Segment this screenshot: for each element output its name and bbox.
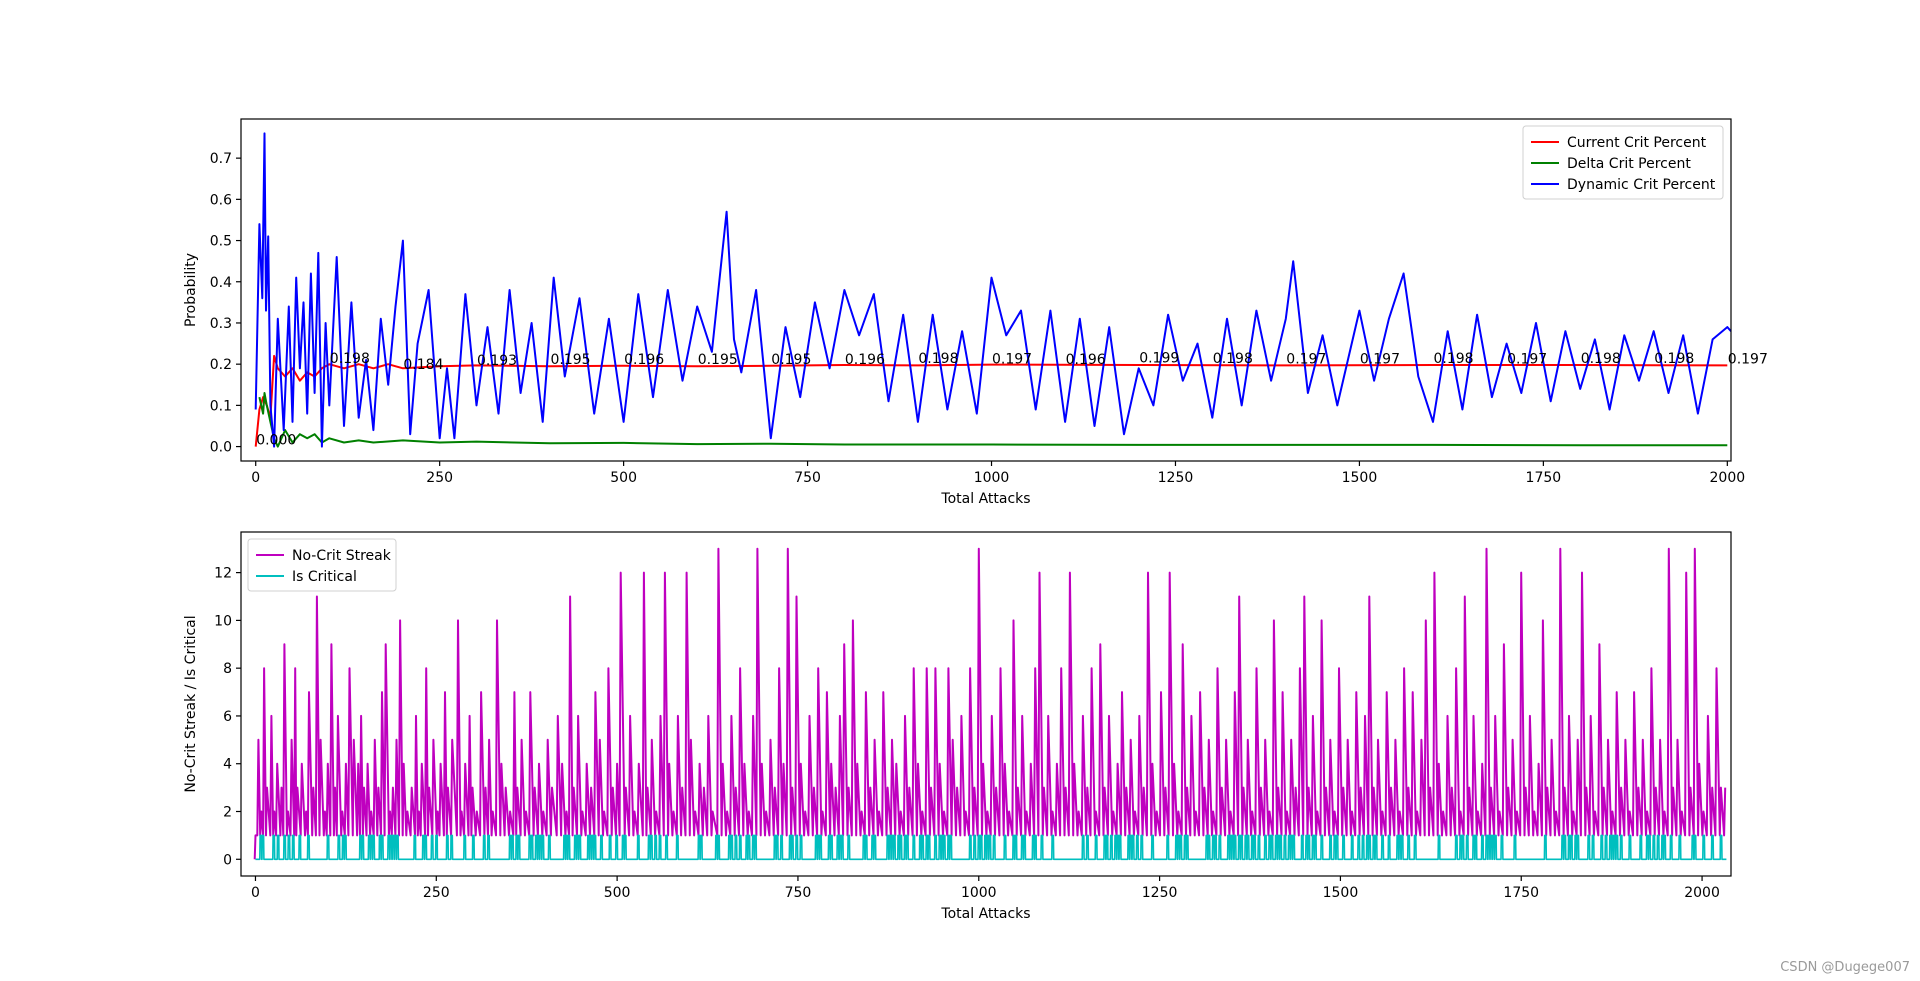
y-tick-label: 4 xyxy=(223,757,232,773)
y-axis-label: No-Crit Streak / Is Critical xyxy=(183,615,199,792)
data-label: 0.196 xyxy=(845,352,885,368)
y-tick-label: 0.1 xyxy=(210,398,232,414)
y-tick-label: 0.7 xyxy=(210,151,232,167)
x-tick-label: 250 xyxy=(426,470,453,486)
y-tick-label: 10 xyxy=(214,613,232,629)
data-label: 0.000 xyxy=(256,433,296,449)
legend-box xyxy=(247,538,397,592)
legend-label: Dynamic Crit Percent xyxy=(1567,177,1716,193)
legend: No-Crit Streak Is Critical xyxy=(247,538,397,592)
x-tick-label: 250 xyxy=(423,885,450,901)
legend-box xyxy=(1522,125,1724,200)
data-label: 0.197 xyxy=(1286,351,1326,367)
plot-area xyxy=(254,132,1731,448)
series-is-critical xyxy=(255,834,1727,861)
data-label: 0.196 xyxy=(1066,352,1106,368)
series-dynamic-crit-percent xyxy=(254,132,1731,448)
y-tick-label: 0.3 xyxy=(210,316,232,332)
y-tick-label: 0.6 xyxy=(210,192,232,208)
x-tick-label: 1750 xyxy=(1503,885,1539,901)
watermark: CSDN @Dugege007 xyxy=(1780,960,1910,975)
y-axis-label: Probability xyxy=(183,253,199,327)
x-tick-label: 1250 xyxy=(1142,885,1178,901)
x-axis-label: Total Attacks xyxy=(940,491,1030,507)
data-label: 0.198 xyxy=(1213,351,1253,367)
x-axis-label: Total Attacks xyxy=(940,906,1030,922)
legend-label: No-Crit Streak xyxy=(292,548,392,564)
y-tick-label: 0.2 xyxy=(210,357,232,373)
x-tick-label: 0 xyxy=(251,470,260,486)
x-tick-label: 2000 xyxy=(1710,470,1746,486)
data-label: 0.197 xyxy=(1360,351,1400,367)
data-label: 0.198 xyxy=(918,351,958,367)
x-tick-label: 750 xyxy=(785,885,812,901)
legend-label: Is Critical xyxy=(292,569,357,585)
x-tick-label: 1000 xyxy=(974,470,1010,486)
x-tick-label: 0 xyxy=(251,885,260,901)
axes-frame xyxy=(240,118,1732,462)
x-tick-label: 500 xyxy=(610,470,637,486)
axes-frame xyxy=(240,531,1732,877)
data-label: 0.195 xyxy=(698,352,738,368)
y-tick-label: 6 xyxy=(223,709,232,725)
x-tick-label: 1750 xyxy=(1526,470,1562,486)
plot-area xyxy=(253,547,1727,861)
x-tick-label: 500 xyxy=(604,885,631,901)
data-label: 0.197 xyxy=(992,351,1032,367)
y-tick-label: 12 xyxy=(214,566,232,582)
series-no-crit-streak xyxy=(253,547,1727,860)
legend-label: Current Crit Percent xyxy=(1567,135,1707,151)
y-tick-label: 0.5 xyxy=(210,234,232,250)
legend-label: Delta Crit Percent xyxy=(1567,156,1691,172)
data-label: 0.199 xyxy=(1139,351,1179,367)
x-tick-label: 750 xyxy=(794,470,821,486)
series-delta-crit-percent xyxy=(258,392,1728,448)
x-tick-label: 2000 xyxy=(1684,885,1720,901)
data-label: 0.197 xyxy=(1728,351,1768,367)
data-label: 0.193 xyxy=(477,353,517,369)
data-label: 0.198 xyxy=(330,351,370,367)
y-tick-label: 0 xyxy=(223,852,232,868)
y-tick-label: 2 xyxy=(223,805,232,821)
x-tick-label: 1250 xyxy=(1158,470,1194,486)
y-tick-label: 0.0 xyxy=(210,440,232,456)
y-tick-label: 8 xyxy=(223,661,232,677)
probability-chart: 0.000 0.198 0.184 0.193 0.195 0.196 0.195 0.195… xyxy=(183,118,1768,507)
data-label: 0.197 xyxy=(1507,351,1547,367)
data-label: 0.184 xyxy=(403,357,443,373)
data-label: 0.198 xyxy=(1654,351,1694,367)
streak-chart: 0 250 500 750 1000 1250 1500 1750 2000 0 2 4 6 8 10 12 T… xyxy=(183,531,1732,922)
data-label: 0.195 xyxy=(771,352,811,368)
data-label: 0.196 xyxy=(624,352,664,368)
y-tick-label: 0.4 xyxy=(210,275,232,291)
data-label: 0.195 xyxy=(551,352,591,368)
x-tick-label: 1000 xyxy=(961,885,997,901)
data-label: 0.198 xyxy=(1434,351,1474,367)
legend: Current Crit Percent Delta Crit Percent Dy… xyxy=(1522,125,1724,200)
x-tick-label: 1500 xyxy=(1323,885,1359,901)
x-tick-label: 1500 xyxy=(1342,470,1378,486)
data-label: 0.198 xyxy=(1581,351,1621,367)
series-current-crit-percent xyxy=(254,354,1728,447)
